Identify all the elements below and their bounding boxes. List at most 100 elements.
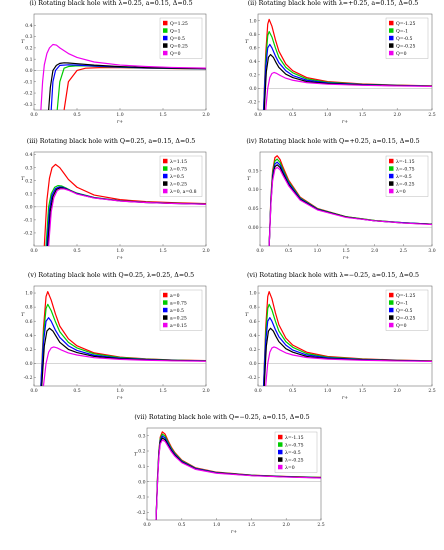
x-tick-label: 1.5 <box>159 388 166 394</box>
x-tick-label: 1.5 <box>359 388 366 394</box>
x-tick-label: 0.5 <box>285 248 292 254</box>
y-tick-label: 0.8 <box>249 32 256 38</box>
legend-label: Q=-1.25 <box>396 293 415 299</box>
series-line <box>43 163 207 247</box>
chart-panel-5: (v) Rotating black hole with Q=0.25, λ=0… <box>0 272 222 414</box>
x-tick-label: 0.0 <box>254 388 261 394</box>
legend-label: a=0.5 <box>170 308 184 314</box>
legend-swatch <box>278 442 283 447</box>
y-tick-label: 0.2 <box>249 347 256 353</box>
x-tick-label: 0.5 <box>289 112 296 118</box>
x-axis-label: r+ <box>117 119 123 125</box>
chart-panel-1: (i) Rotating black hole with λ=0.25, a=0… <box>0 0 222 138</box>
legend-swatch <box>163 322 168 328</box>
legend-swatch <box>163 315 168 320</box>
legend-swatch <box>163 300 168 305</box>
legend-swatch <box>163 292 168 298</box>
legend-label: Q=0 <box>170 51 181 57</box>
series-line <box>50 64 207 111</box>
legend-label: λ=-0.25 <box>285 457 304 463</box>
y-tick-label: 0.2 <box>25 178 32 184</box>
x-tick-label: 0.0 <box>254 112 261 118</box>
legend-swatch <box>389 35 394 41</box>
chart-panel-2: (ii) Rotating black hole with λ=+0.25, a… <box>222 0 444 138</box>
legend-label: Q=-1.25 <box>396 21 415 27</box>
y-tick-label: 0.0 <box>25 68 32 74</box>
y-axis-label: T <box>245 312 249 318</box>
legend-swatch <box>163 181 168 186</box>
plot-frame <box>257 285 433 387</box>
plot-area: 0.0 0.5 1.0 1.5 2.0 2.5 3.0 0.00 0.05 0.10 0.15 Tr+… <box>247 151 436 261</box>
legend-label: λ=0.25 <box>170 181 187 187</box>
x-tick-label: 1.0 <box>324 388 331 394</box>
legend-label: λ=-0.75 <box>396 166 415 172</box>
x-tick-label: 2.0 <box>283 522 290 528</box>
legend-swatch <box>163 307 168 313</box>
legend-swatch <box>163 43 168 48</box>
y-axis-label: T <box>245 39 249 45</box>
x-tick-label: 1.5 <box>342 248 349 254</box>
x-tick-label: 0.0 <box>256 248 263 254</box>
y-tick-label: -0.2 <box>24 375 33 381</box>
legend-swatch <box>389 158 394 164</box>
y-tick-label: 0.0 <box>25 361 32 367</box>
y-tick-label: -0.1 <box>137 495 146 501</box>
legend-label: a=0.15 <box>170 323 187 329</box>
legend-swatch <box>163 20 168 26</box>
series-line <box>265 71 433 111</box>
y-axis-label: T <box>21 176 25 182</box>
x-tick-label: 0.0 <box>30 112 37 118</box>
legend-label: λ=0 <box>396 189 406 195</box>
y-tick-label: 0.3 <box>25 34 32 40</box>
y-tick-label: 0.6 <box>249 319 256 325</box>
series-line <box>263 53 433 111</box>
series-line <box>63 66 207 111</box>
legend-swatch <box>163 166 168 171</box>
x-tick-label: 0.5 <box>289 388 296 394</box>
plot-area: 0.0 0.5 1.0 1.5 2.0 -0.2 -0.1 0.0 0.1 0.2 0.3 0.4 Tr… <box>21 151 210 261</box>
y-tick-label: 0.05 <box>248 206 258 212</box>
x-tick-label: 2.0 <box>394 388 401 394</box>
y-tick-label: 0.2 <box>138 449 145 455</box>
x-tick-label: 2.0 <box>394 112 401 118</box>
legend-swatch <box>389 307 394 313</box>
x-tick-label: 2.5 <box>428 112 435 118</box>
x-tick-label: 2.0 <box>371 248 378 254</box>
y-tick-label: 0.4 <box>25 152 32 158</box>
legend-label: Q=0 <box>396 323 407 329</box>
y-tick-label: 1.0 <box>25 291 32 297</box>
y-tick-label: 0.4 <box>249 59 256 65</box>
chart-panel-7: (vii) Rotating black hole with Q=−0.25, … <box>111 414 333 548</box>
x-axis-label: r+ <box>231 529 237 535</box>
series-line <box>42 346 207 387</box>
legend-label: Q=0 <box>396 51 407 57</box>
y-tick-label: 0.6 <box>25 319 32 325</box>
y-tick-label: -0.2 <box>24 91 33 97</box>
x-axis-label: r+ <box>117 255 123 261</box>
x-tick-label: 0.0 <box>30 248 37 254</box>
x-tick-label: 0.5 <box>73 248 80 254</box>
y-tick-label: 1.0 <box>249 18 256 24</box>
y-tick-label: -0.1 <box>24 217 33 223</box>
x-tick-label: 1.0 <box>116 388 123 394</box>
series-line <box>48 188 207 247</box>
y-axis-label: T <box>21 312 25 318</box>
y-tick-label: 0.0 <box>249 86 256 92</box>
legend-swatch <box>278 464 283 470</box>
legend-label: λ=0.75 <box>170 166 187 172</box>
x-tick-label: 1.0 <box>324 112 331 118</box>
x-tick-label: 1.5 <box>159 112 166 118</box>
legend-swatch <box>389 181 394 186</box>
plot-frame <box>146 427 322 521</box>
plot-area: 0.0 0.5 1.0 1.5 2.0 -0.2 0.0 0.2 0.4 0.6 0.8 1.0 Tr+… <box>21 285 210 401</box>
y-tick-label: 0.0 <box>138 479 145 485</box>
legend-swatch <box>163 35 168 41</box>
legend-swatch <box>389 300 394 305</box>
legend-swatch <box>278 449 283 455</box>
series-line <box>263 327 433 387</box>
series-line <box>56 65 207 111</box>
legend-label: Q=-1 <box>396 28 408 34</box>
legend-swatch <box>163 28 168 33</box>
x-tick-label: 2.5 <box>400 248 407 254</box>
y-axis-label: T <box>247 176 251 182</box>
